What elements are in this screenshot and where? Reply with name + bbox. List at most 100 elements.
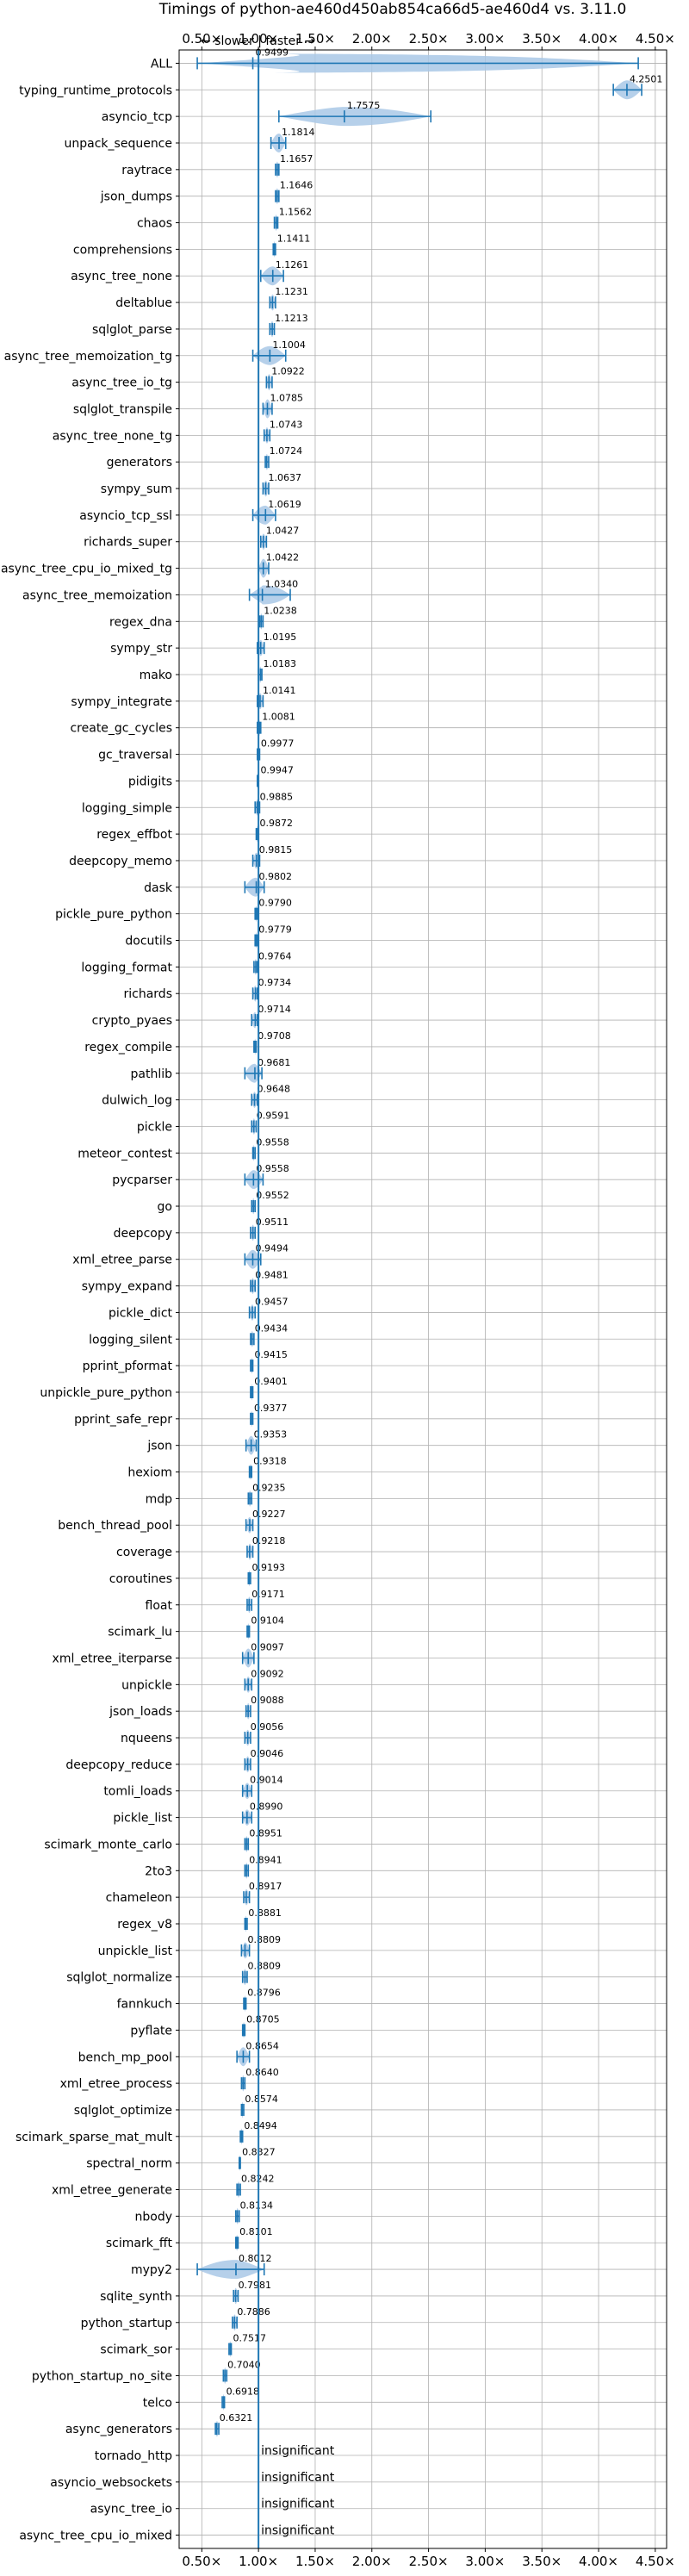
x-tick-label-top: 2.00×	[352, 31, 392, 47]
value-label: 1.0081	[262, 712, 295, 723]
value-label: 0.9415	[254, 1349, 288, 1360]
category-label: unpickle	[121, 1678, 172, 1692]
category-label: nbody	[135, 2210, 173, 2224]
value-label: 0.6321	[220, 2412, 253, 2424]
category-label: async_tree_none	[71, 270, 172, 283]
value-label: 1.0141	[263, 685, 296, 696]
value-label: 0.9218	[252, 1535, 286, 1546]
value-label: 1.1004	[272, 339, 306, 351]
value-label: 0.9227	[252, 1509, 286, 1520]
category-label: hexiom	[127, 1466, 172, 1480]
category-label: json_loads	[109, 1705, 172, 1719]
value-label: 1.1814	[282, 127, 315, 138]
benchmark-row-unpickle_pure_python: unpickle_pure_python 0.9401	[40, 1376, 288, 1401]
benchmark-row-async_tree_memoization_tg: async_tree_memoization_tg 1.1004	[4, 339, 306, 365]
benchmark-row-sqlite_synth: sqlite_synth 0.7981	[100, 2280, 271, 2305]
benchmark-row-pickle_list: pickle_list 0.8990	[113, 1801, 282, 1826]
category-label: nqueens	[121, 1732, 172, 1745]
category-label: docutils	[125, 935, 172, 949]
category-label: pprint_pformat	[83, 1360, 173, 1373]
value-label: 0.7517	[233, 2333, 266, 2344]
x-tick-label-bottom: 0.50×	[182, 2554, 221, 2569]
benchmark-row-meteor_contest: meteor_contest 0.9558	[78, 1136, 289, 1161]
value-label: 0.9377	[254, 1403, 288, 1414]
benchmark-row-coverage: coverage 0.9218	[116, 1535, 286, 1560]
category-label: xml_etree_generate	[52, 2184, 172, 2198]
category-label: sympy_expand	[82, 1280, 172, 1294]
benchmark-row-sympy_sum: sympy_sum 1.0637	[101, 472, 301, 497]
value-label: 0.9790	[258, 898, 292, 909]
x-tick-label-bottom: 4.50×	[636, 2554, 675, 2569]
benchmark-row-ALL: ALL 0.9499	[151, 47, 639, 73]
category-label: pidigits	[128, 775, 172, 788]
category-label: sqlglot_transpile	[73, 402, 172, 416]
value-label: 0.8796	[247, 1988, 281, 1999]
category-label: meteor_contest	[78, 1147, 172, 1160]
value-label: 0.9552	[256, 1190, 289, 1201]
category-label: pickle_list	[113, 1812, 172, 1826]
insignificant-label: insignificant	[261, 2471, 335, 2485]
insignificant-label: insignificant	[261, 2524, 335, 2538]
value-label: 0.8134	[240, 2200, 274, 2211]
value-label: 0.8574	[245, 2094, 278, 2105]
category-label: asyncio_tcp	[102, 110, 172, 124]
value-label: 0.6918	[227, 2386, 260, 2397]
value-label: 0.9494	[255, 1243, 289, 1254]
benchmark-row-async_tree_cpu_io_mixed: async_tree_cpu_io_mixed insignificant	[19, 2524, 334, 2543]
category-label: bench_thread_pool	[58, 1519, 172, 1533]
value-label: 1.1231	[275, 286, 308, 297]
category-label: bench_mp_pool	[78, 2050, 172, 2064]
value-label: 0.9734	[258, 977, 292, 988]
category-label: dulwich_log	[102, 1094, 172, 1108]
benchmark-row-logging_silent: logging_silent 0.9434	[89, 1322, 288, 1347]
grid-lines	[179, 50, 667, 2548]
category-label: chameleon	[106, 1891, 172, 1905]
category-label: async_tree_memoization_tg	[4, 350, 172, 364]
value-label: 0.9104	[251, 1615, 284, 1627]
benchmark-row-regex_effbot: regex_effbot 0.9872	[96, 818, 293, 843]
value-label: 0.8640	[245, 2067, 279, 2078]
value-label: 1.1562	[279, 207, 313, 218]
category-label: tornado_http	[95, 2449, 172, 2463]
category-label: async_tree_cpu_io_mixed_tg	[1, 563, 172, 576]
benchmark-row-go: go 0.9552	[158, 1190, 289, 1215]
direction-label: ← slower | faster →	[201, 34, 314, 48]
category-label: regex_effbot	[96, 828, 172, 842]
benchmark-row-fannkuch: fannkuch 0.8796	[117, 1988, 281, 2012]
value-label: 0.9947	[260, 764, 294, 775]
category-label: pathlib	[131, 1067, 173, 1081]
x-tick-label-top: 3.00×	[465, 31, 505, 47]
benchmark-row-deepcopy_reduce: deepcopy_reduce 0.9046	[65, 1748, 283, 1773]
value-label: 1.0922	[271, 366, 305, 377]
category-label: generators	[107, 456, 172, 470]
x-tick-label-bottom: 2.50×	[409, 2554, 449, 2569]
value-label: 0.8101	[239, 2226, 273, 2237]
category-label: coverage	[116, 1546, 172, 1559]
category-label: deepcopy_memo	[69, 855, 172, 868]
value-label: 1.1213	[275, 313, 308, 324]
benchmark-row-richards_super: richards_super 1.0427	[84, 526, 299, 551]
benchmark-row-mdp: mdp 0.9235	[146, 1482, 286, 1507]
benchmark-row-sympy_expand: sympy_expand 0.9481	[82, 1270, 289, 1294]
value-label: 0.9885	[260, 791, 294, 802]
x-tick-label-bottom: 3.00×	[465, 2554, 505, 2569]
benchmark-row-async_tree_memoization: async_tree_memoization 1.0340	[22, 578, 298, 605]
benchmark-row-async_tree_cpu_io_mixed_tg: async_tree_cpu_io_mixed_tg 1.0422	[1, 552, 299, 578]
value-label: 0.7886	[237, 2306, 270, 2318]
benchmark-row-create_gc_cycles: create_gc_cycles 1.0081	[70, 712, 295, 737]
x-tick-label-top: 4.50×	[636, 31, 675, 47]
value-label: 0.9097	[251, 1641, 284, 1652]
value-label: 0.9481	[255, 1270, 289, 1281]
category-label: sympy_str	[110, 642, 172, 656]
benchmark-row-asyncio_websockets: asyncio_websockets insignificant	[50, 2471, 334, 2490]
x-tick-label-top: 1.50×	[295, 31, 335, 47]
benchmark-row-unpickle: unpickle 0.9092	[121, 1668, 284, 1693]
value-label: 0.8654	[245, 2040, 279, 2051]
category-label: unpickle_pure_python	[40, 1386, 172, 1400]
category-label: richards_super	[84, 536, 172, 550]
value-label: 0.9193	[252, 1562, 286, 1573]
x-axis-ticks: 0.50× 0.50× 1.00× 1.00× 1.50× 1.50× 2.00× 2.00×…	[182, 31, 674, 2569]
value-label: 1.1646	[280, 180, 313, 191]
